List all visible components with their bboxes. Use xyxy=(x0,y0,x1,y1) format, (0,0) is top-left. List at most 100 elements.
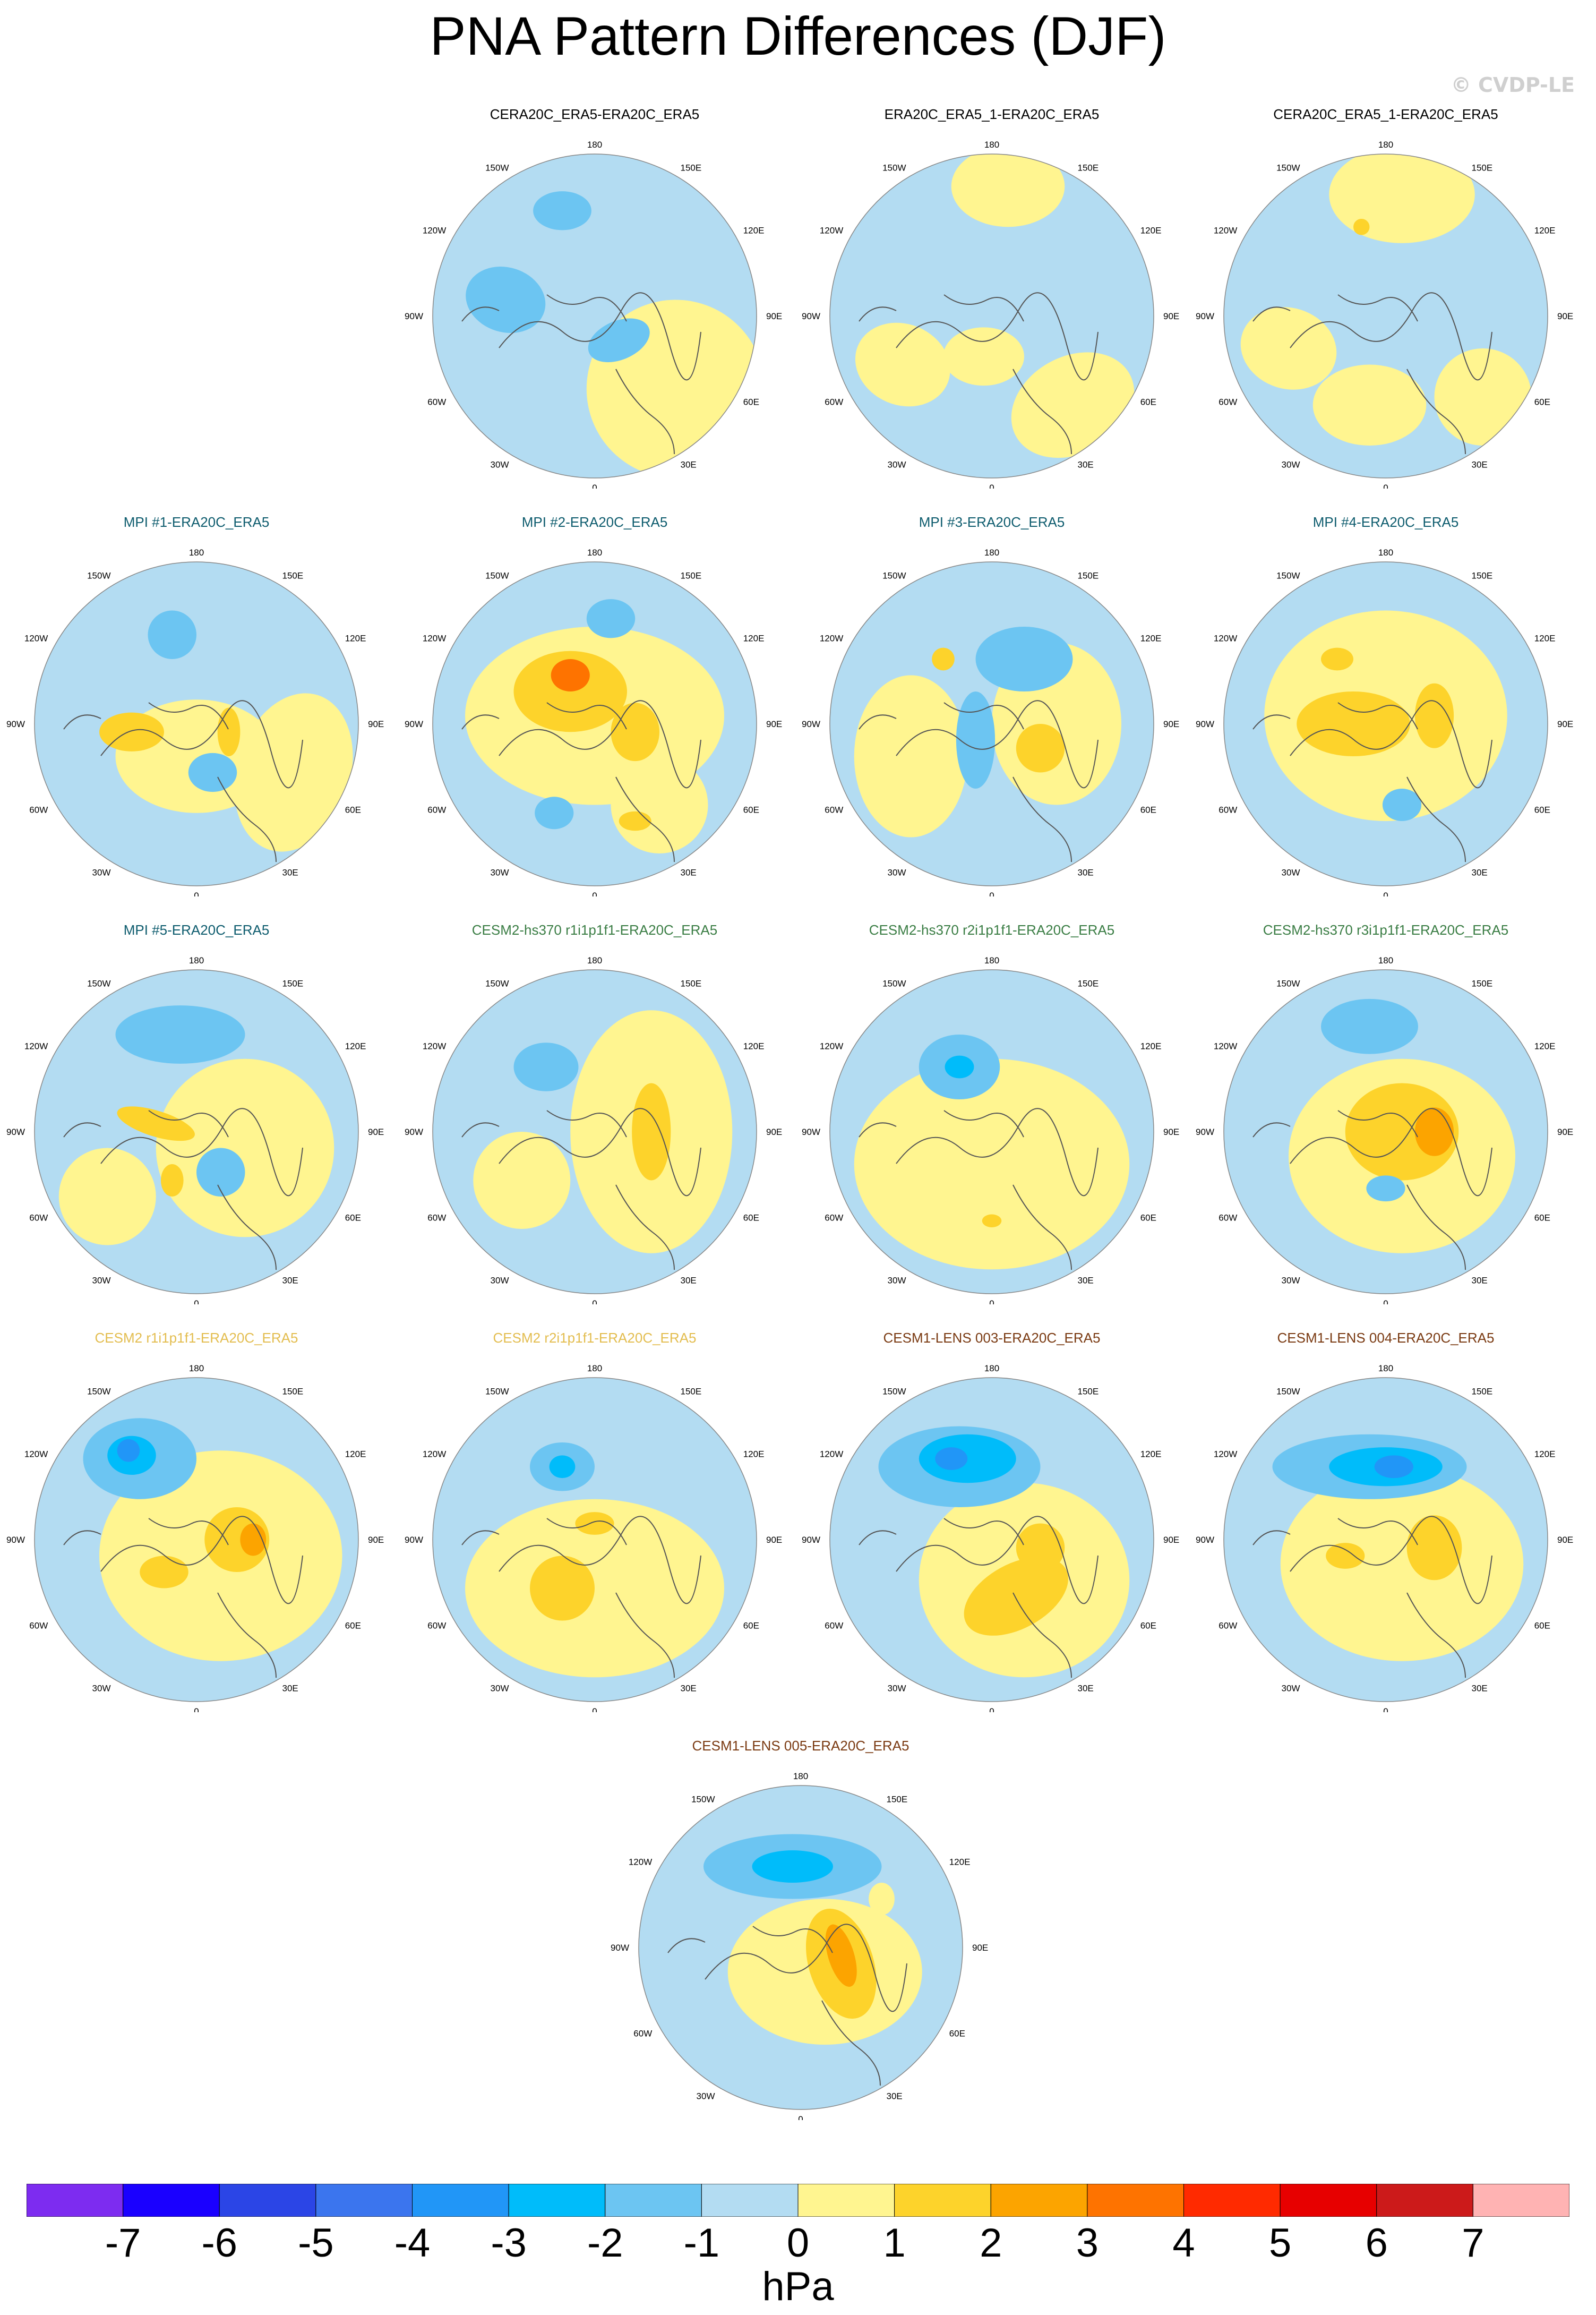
contour-region xyxy=(1312,364,1427,446)
panel-title: CESM1-LENS 004-ERA20C_ERA5 xyxy=(1277,1330,1495,1346)
longitude-label: 60W xyxy=(1219,1621,1237,1631)
contour-region xyxy=(513,1043,579,1091)
longitude-label: 90E xyxy=(766,1535,782,1545)
map-panel: MPI #1-ERA20C_ERA5 180 150E 120E 90E 60E 30E 0 3… xyxy=(5,514,388,896)
longitude-label: 120W xyxy=(820,1449,843,1459)
contour-region xyxy=(825,1924,857,1987)
longitude-label: 180 xyxy=(793,1771,808,1781)
longitude-label: 30E xyxy=(1078,1684,1094,1694)
longitude-label: 180 xyxy=(587,955,602,966)
panel-title: CESM2-hs370 r2i1p1f1-ERA20C_ERA5 xyxy=(869,922,1115,938)
contour-region xyxy=(619,811,651,831)
longitude-label: 120E xyxy=(1534,1041,1556,1052)
colorbar-tick-label: -6 xyxy=(201,2220,238,2266)
panel-title: CESM1-LENS 005-ERA20C_ERA5 xyxy=(692,1738,909,1754)
longitude-label: 90W xyxy=(802,719,820,729)
polar-map: 180 150E 120E 90E 60E 30E 0 30W 60W 90W 120W 150W xyxy=(1196,140,1573,489)
longitude-label: 90E xyxy=(368,719,384,729)
longitude-label: 90W xyxy=(611,1943,629,1953)
contour-region xyxy=(575,1512,614,1535)
longitude-label: 0 xyxy=(194,891,199,896)
map-border xyxy=(432,561,757,886)
longitude-label: 150W xyxy=(882,978,906,988)
longitude-label: 90W xyxy=(1196,311,1214,321)
map-border xyxy=(34,969,359,1294)
contour-region xyxy=(951,154,1065,227)
longitude-label: 180 xyxy=(587,1363,602,1373)
longitude-label: 150W xyxy=(691,1794,715,1804)
longitude-label: 60W xyxy=(633,2029,652,2039)
longitude-label: 60W xyxy=(427,805,446,815)
panel-title: ERA20C_ERA5_1-ERA20C_ERA5 xyxy=(884,106,1100,122)
longitude-label: 90E xyxy=(368,1535,384,1545)
longitude-label: 30W xyxy=(1282,1276,1300,1286)
longitude-label: 60W xyxy=(427,1621,446,1631)
longitude-label: 60W xyxy=(427,1213,446,1223)
longitude-label: 0 xyxy=(1383,483,1388,489)
longitude-label: 120W xyxy=(423,226,446,236)
contour-region xyxy=(117,1106,195,1141)
longitude-label: 30E xyxy=(681,1276,697,1286)
contour-region xyxy=(1011,352,1135,458)
longitude-label: 150E xyxy=(681,163,702,173)
map-border xyxy=(34,561,359,886)
longitude-label: 0 xyxy=(798,2114,803,2120)
contour-region xyxy=(466,267,546,333)
colorbar-tick-label: -3 xyxy=(491,2220,527,2266)
coastline xyxy=(1252,1516,1492,1678)
coastline xyxy=(859,1516,1099,1678)
longitude-label: 120E xyxy=(345,1449,366,1459)
longitude-label: 30W xyxy=(888,460,906,470)
longitude-label: 150E xyxy=(1078,163,1099,173)
longitude-label: 90W xyxy=(802,1535,820,1545)
contour-region xyxy=(99,712,164,751)
longitude-label: 0 xyxy=(592,1706,597,1712)
coastline xyxy=(461,1108,701,1270)
contour-region xyxy=(1321,647,1353,671)
contour-region xyxy=(1414,1107,1454,1156)
longitude-label: 150W xyxy=(882,163,906,173)
longitude-label: 90E xyxy=(1163,1127,1179,1137)
longitude-label: 90E xyxy=(766,311,782,321)
longitude-label: 60E xyxy=(743,1621,759,1631)
longitude-label: 60W xyxy=(1219,1213,1237,1223)
longitude-label: 90E xyxy=(1557,311,1573,321)
longitude-label: 30E xyxy=(681,1684,697,1694)
longitude-label: 60E xyxy=(743,1213,759,1223)
page-title: PNA Pattern Differences (DJF) xyxy=(430,6,1166,66)
contour-region xyxy=(854,675,968,838)
longitude-label: 120W xyxy=(820,634,843,644)
contour-region xyxy=(549,1455,576,1479)
longitude-label: 60E xyxy=(949,2029,965,2039)
longitude-label: 150E xyxy=(1472,163,1493,173)
longitude-label: 90E xyxy=(1163,1535,1179,1545)
longitude-label: 150E xyxy=(681,570,702,580)
coastline xyxy=(63,1108,303,1270)
longitude-label: 30W xyxy=(491,868,509,878)
longitude-label: 30W xyxy=(888,1684,906,1694)
contour-region xyxy=(234,693,353,852)
map-border xyxy=(432,1377,757,1702)
longitude-label: 120W xyxy=(24,1449,48,1459)
longitude-label: 60W xyxy=(825,805,843,815)
colorbar-segment xyxy=(1183,2184,1281,2217)
panel-title: MPI #5-ERA20C_ERA5 xyxy=(123,922,270,938)
longitude-label: 180 xyxy=(1378,955,1393,966)
contour-region xyxy=(982,1214,1002,1227)
polar-map: 180 150E 120E 90E 60E 30E 0 30W 60W 90W 120W 150W xyxy=(405,955,782,1304)
contour-region xyxy=(551,659,590,691)
longitude-label: 150W xyxy=(87,1386,110,1396)
contour-region xyxy=(58,1148,156,1245)
coastline xyxy=(1252,700,1492,862)
colorbar-segment xyxy=(27,2184,124,2217)
longitude-label: 180 xyxy=(587,140,602,150)
longitude-label: 90W xyxy=(6,719,25,729)
coastline xyxy=(461,292,701,455)
longitude-label: 180 xyxy=(984,548,999,558)
contour-region xyxy=(632,1083,671,1181)
longitude-label: 30E xyxy=(1472,1276,1488,1286)
polar-map: 180 150E 120E 90E 60E 30E 0 30W 60W 90W 120W 150W xyxy=(6,548,384,896)
longitude-label: 150W xyxy=(485,570,509,580)
contour-region xyxy=(945,1055,974,1079)
longitude-label: 0 xyxy=(989,1299,994,1304)
